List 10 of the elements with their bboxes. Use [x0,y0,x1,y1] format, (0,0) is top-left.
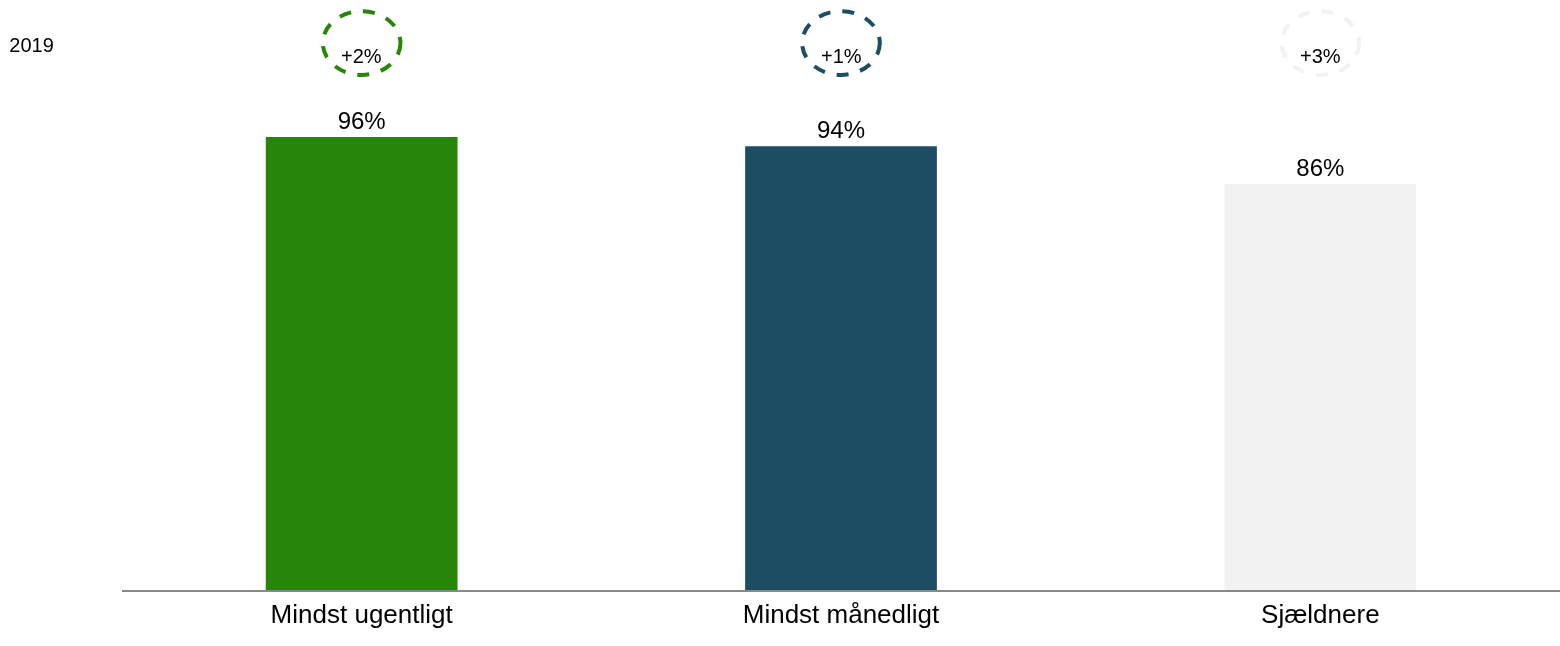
x-tick-label: Sjældnere [1261,598,1380,629]
x-tick-label: Mindst månedligt [742,598,941,629]
annotation: +3% [1300,45,1341,67]
data-label: 94% [816,116,866,144]
data-label: 86% [1296,154,1345,182]
annotation: +2% [341,45,382,67]
x-tick-label: Mindst ugentligt [270,598,454,629]
annotation: +1% [821,45,862,67]
text: 2019 [9,34,54,57]
data-label: 96% [337,106,386,134]
